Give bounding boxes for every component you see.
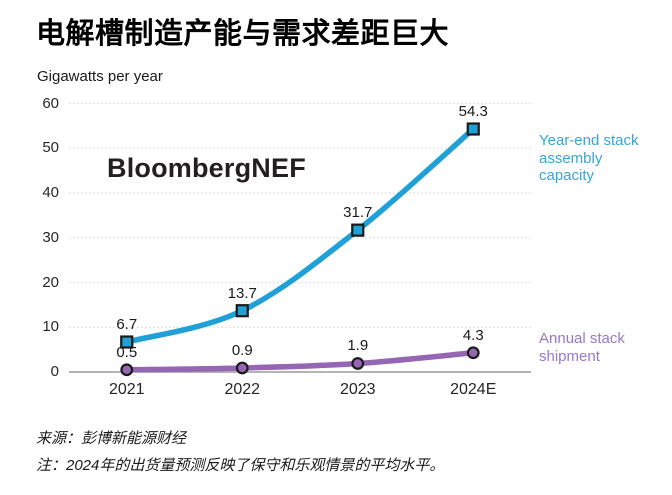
x-tick-label: 2024E [450, 381, 497, 398]
x-tick-label: 2022 [224, 381, 261, 398]
annual-stack-shipment-line [124, 350, 476, 373]
annual-stack-shipment-marker [235, 361, 249, 375]
chart-title: 电解槽制造产能与需求差距巨大 [36, 18, 450, 50]
year-end-stack-assembly-capacity-value-label: 31.7 [343, 204, 373, 222]
y-tick-label: 60 [42, 94, 59, 112]
annual-stack-shipment-marker [466, 346, 480, 360]
legend-shipment-label: Annual stack shipment [539, 330, 625, 365]
bloombergnef-watermark: BloombergNEF [107, 153, 306, 183]
legend-capacity-label: Year-end stack assembly capacity [539, 132, 639, 184]
year-end-stack-assembly-capacity-value-label: 54.3 [458, 103, 488, 120]
year-end-stack-assembly-capacity-marker [466, 122, 480, 136]
annual-stack-shipment-value-label: 0.9 [231, 341, 253, 359]
year-end-stack-assembly-capacity-marker [120, 335, 134, 349]
source-note: 来源：彭博新能源财经 [36, 430, 187, 447]
y-axis-unit-label: Gigawatts per year [37, 68, 163, 85]
footnote: 注：2024年的出货量预测反映了保守和乐观情景的平均水平。 [36, 457, 445, 474]
y-tick-label: 20 [42, 273, 59, 291]
y-tick-label: 40 [42, 184, 59, 201]
year-end-stack-assembly-capacity-value-label: 13.7 [227, 284, 257, 302]
annual-stack-shipment-marker [351, 357, 365, 370]
y-tick-label: 0 [50, 363, 59, 380]
year-end-stack-assembly-capacity-line [124, 126, 476, 345]
annual-stack-shipment-marker [120, 363, 134, 377]
y-tick-label: 30 [42, 228, 59, 246]
year-end-stack-assembly-capacity-marker [235, 304, 249, 318]
annual-stack-shipment-value-label: 1.9 [347, 337, 369, 355]
annual-stack-shipment-value-label: 0.5 [116, 343, 138, 361]
x-tick-label: 2023 [339, 381, 376, 398]
year-end-stack-assembly-capacity-marker [351, 223, 365, 237]
annual-stack-shipment-value-label: 4.3 [462, 326, 484, 344]
x-tick-label: 2021 [108, 381, 145, 398]
year-end-stack-assembly-capacity-value-label: 6.7 [116, 316, 138, 334]
y-tick-label: 50 [42, 139, 59, 157]
y-tick-label: 10 [42, 318, 59, 336]
